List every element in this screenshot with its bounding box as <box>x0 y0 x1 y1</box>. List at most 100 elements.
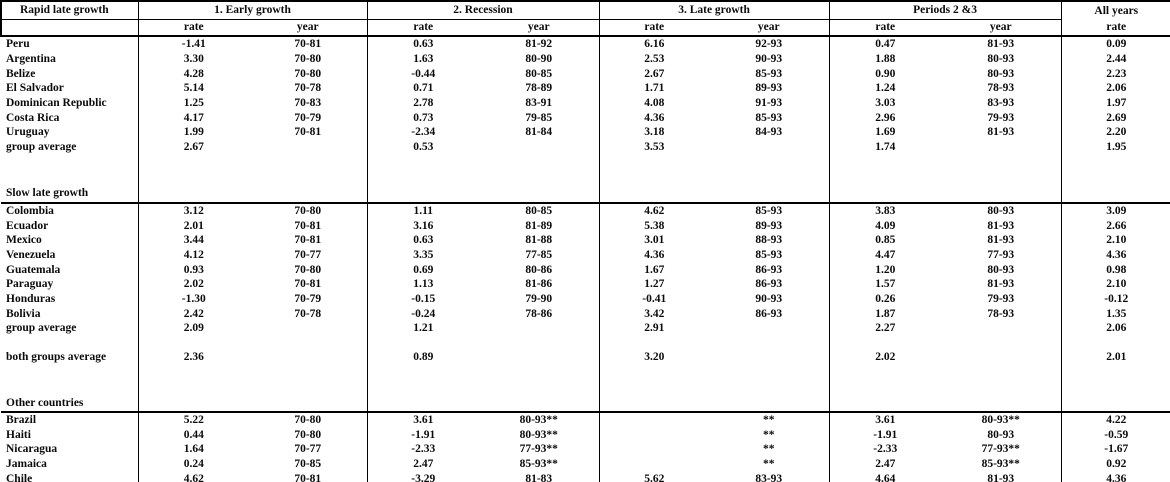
value-cell <box>479 336 599 367</box>
value-cell <box>598 456 710 472</box>
section-label: Other countries <box>1 389 138 413</box>
country-cell: Jamaica <box>6 458 47 471</box>
value-cell: 1.71 <box>598 81 710 96</box>
table-row: Peru -1.41 70-81 0.63 81-92 6.16 92-93 0.47 81-9… <box>1 36 1170 52</box>
country-cell: Costa Rica <box>6 111 60 124</box>
value-cell: 85-93 <box>755 111 783 124</box>
value-cell: 70-79 <box>294 292 322 305</box>
value-cell: -1.30 <box>137 291 249 307</box>
table-row: Ecuador 2.01 70-81 3.16 81-89 5.38 89-93 4.09 81… <box>1 218 1170 233</box>
value-cell: 2.02 <box>137 276 249 292</box>
value-cell: 3.83 <box>828 202 942 219</box>
value-cell: 2.01 <box>137 218 249 233</box>
spacer-cell <box>137 366 367 390</box>
value-cell: 4.64 <box>828 471 942 482</box>
value-cell: 2.10 <box>1060 232 1170 248</box>
group-header-row: Rapid late growth 1. Early growth 2. Reces… <box>0 1 1170 20</box>
value-cell: 3.42 <box>598 306 710 321</box>
value-cell: 70-78 <box>294 82 322 95</box>
value-cell: 4.62 <box>137 471 249 482</box>
value-cell: 89-93 <box>755 82 783 95</box>
spacer-cell <box>366 154 600 181</box>
value-cell: 1.27 <box>598 276 710 292</box>
value-cell: 70-80 <box>294 428 322 441</box>
value-cell: 2.47 <box>366 456 479 472</box>
value-cell: 5.22 <box>137 411 249 428</box>
country-cell: group average <box>6 141 77 154</box>
value-cell: 1.74 <box>828 139 942 155</box>
value-cell: 70-80 <box>294 263 322 276</box>
value-cell: 0.44 <box>137 427 249 443</box>
value-cell: 79-90 <box>525 292 553 305</box>
spacer-row <box>1 154 1170 181</box>
value-cell: 70-81 <box>294 234 322 247</box>
value-cell: 1.67 <box>598 262 710 277</box>
value-cell <box>479 321 599 336</box>
value-cell: 70-81 <box>294 278 322 291</box>
value-cell: 80-85 <box>525 67 553 80</box>
value-cell: 85-93 <box>755 248 783 261</box>
country-cell: Belize <box>6 67 36 80</box>
value-cell: 2.01 <box>1060 335 1170 367</box>
value-cell: 70-80 <box>294 204 322 217</box>
table-row: El Salvador 5.14 70-78 0.71 78-89 1.71 89-93 1.… <box>1 81 1170 96</box>
value-cell: 0.26 <box>828 291 942 307</box>
value-cell: 80-85 <box>525 204 553 217</box>
value-cell: 1.11 <box>366 202 479 219</box>
value-cell: 2.96 <box>828 110 942 126</box>
table-row: group average 2.09 1.21 2.91 2.27 2.06 <box>1 321 1170 336</box>
value-cell: 70-81 <box>294 472 322 482</box>
country-cell: group average <box>6 322 77 335</box>
value-cell: 80-93** <box>519 428 558 441</box>
value-cell: 1.13 <box>366 276 479 292</box>
value-cell: 81-88 <box>525 234 553 247</box>
value-cell: 1.99 <box>137 125 249 140</box>
value-cell: 77-93** <box>519 443 558 456</box>
value-cell: 79-93 <box>987 292 1015 305</box>
value-cell: 0.63 <box>366 232 479 248</box>
value-cell: 0.63 <box>366 36 479 52</box>
value-cell: 78-93 <box>987 82 1015 95</box>
table-row: Argentina 3.30 70-80 1.63 80-90 2.53 90-93 1.88… <box>1 51 1170 67</box>
value-cell: 1.25 <box>137 95 249 111</box>
country-cell: Dominican Republic <box>6 97 107 110</box>
spacer-cell <box>1060 366 1170 390</box>
value-cell: 78-86 <box>525 307 553 320</box>
section-label-row: Other countries <box>1 389 1170 413</box>
value-cell: -2.33 <box>366 442 479 457</box>
spacer-cell <box>366 389 600 413</box>
value-cell: 3.16 <box>366 218 479 233</box>
section-label-row: Slow late growth <box>1 180 1170 204</box>
value-cell: 4.36 <box>1060 471 1170 482</box>
value-cell: 3.09 <box>1060 202 1170 219</box>
value-cell: 0.90 <box>828 66 942 82</box>
country-cell: Uruguay <box>6 126 50 139</box>
spacer-cell <box>828 366 1062 390</box>
spacer-cell <box>828 180 1062 204</box>
value-cell: 70-78 <box>294 307 322 320</box>
column-subheader: year <box>479 19 600 37</box>
column-group-header: 1. Early growth <box>137 1 367 20</box>
value-cell <box>709 140 829 155</box>
value-cell: 81-93 <box>987 472 1015 482</box>
table-row: Paraguay 2.02 70-81 1.13 81-86 1.27 86-93 1.57 8… <box>1 276 1170 292</box>
column-subheader: rate <box>1060 19 1170 37</box>
table-row: Mexico 3.44 70-81 0.63 81-88 3.01 88-93 0.85 81-… <box>1 232 1170 248</box>
value-cell: 81-93 <box>987 234 1015 247</box>
value-cell: -0.24 <box>366 306 479 321</box>
value-cell: 1.63 <box>366 51 479 67</box>
spacer-row <box>1 366 1170 390</box>
value-cell: 2.67 <box>598 66 710 82</box>
table-header: Rapid late growth 1. Early growth 2. Reces… <box>0 1 1170 37</box>
value-cell: 85-93** <box>519 458 558 471</box>
value-cell: 80-93 <box>987 53 1015 65</box>
spacer-cell <box>1060 389 1170 413</box>
table-row: Uruguay 1.99 70-81 -2.34 81-84 3.18 84-93 1.69 8… <box>1 125 1170 140</box>
value-cell: 2.36 <box>137 335 249 367</box>
table-row: Jamaica 0.24 70-85 2.47 85-93** ** 2.47 85-93**… <box>1 456 1170 472</box>
table-row: Dominican Republic 1.25 70-83 2.78 83-91 4.08… <box>1 95 1170 111</box>
value-cell: 4.62 <box>598 202 710 219</box>
spacer-cell <box>1 367 138 390</box>
value-cell: 81-83 <box>525 472 553 482</box>
value-cell: 2.78 <box>366 95 479 111</box>
